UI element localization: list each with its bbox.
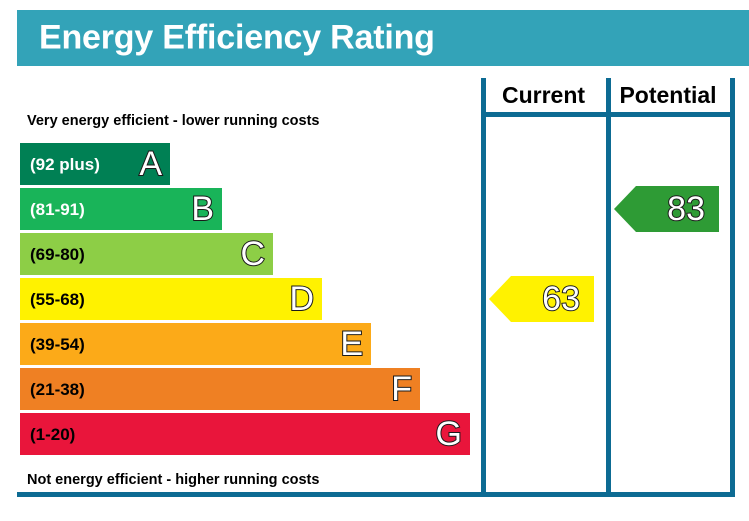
chart-title-bar: Energy Efficiency Rating bbox=[17, 10, 749, 66]
rating-band-e-range: (39-54) bbox=[30, 334, 85, 354]
rating-band-c-letter: C bbox=[239, 235, 266, 273]
table-rule-vertical-right-head bbox=[730, 78, 735, 112]
rating-band-b-letter: B bbox=[190, 190, 215, 228]
rating-band-b: (81-91) B bbox=[20, 188, 222, 230]
potential-rating-value: 83 bbox=[666, 190, 706, 228]
table-rule-vertical-left-head bbox=[481, 78, 486, 112]
caption-not-efficient: Not energy efficient - higher running co… bbox=[27, 472, 320, 488]
rating-band-b-range: (81-91) bbox=[30, 199, 85, 219]
rating-band-f-range: (21-38) bbox=[30, 379, 85, 399]
rating-band-c-range: (69-80) bbox=[30, 244, 85, 264]
rating-band-d-range: (55-68) bbox=[30, 289, 85, 309]
table-rule-vertical-mid-head bbox=[606, 78, 611, 112]
rating-band-c: (69-80) C bbox=[20, 233, 273, 275]
rating-band-a-letter: A bbox=[138, 145, 163, 183]
potential-rating-arrow: 83 bbox=[614, 186, 719, 232]
column-header-current: Current bbox=[501, 81, 586, 108]
rating-band-g: (1-20) G bbox=[20, 413, 470, 455]
rating-band-f-letter: F bbox=[390, 370, 413, 408]
current-rating-value: 63 bbox=[541, 280, 581, 318]
rating-band-e-letter: E bbox=[339, 325, 364, 363]
rating-band-d: (55-68) D bbox=[20, 278, 322, 320]
column-header-potential: Potential bbox=[619, 81, 717, 108]
rating-band-a: (92 plus) A bbox=[20, 143, 170, 185]
table-rule-horizontal-bottom-right bbox=[481, 492, 735, 497]
rating-band-e: (39-54) E bbox=[20, 323, 371, 365]
rating-band-g-letter: G bbox=[435, 415, 463, 453]
current-rating-arrow: 63 bbox=[489, 276, 594, 322]
rating-band-d-letter: D bbox=[288, 280, 315, 318]
caption-very-efficient: Very energy efficient - lower running co… bbox=[27, 113, 320, 129]
page-title: Energy Efficiency Rating bbox=[39, 18, 435, 57]
table-rule-vertical-right bbox=[730, 112, 735, 492]
rating-band-a-range: (92 plus) bbox=[30, 154, 100, 174]
table-rule-vertical-left bbox=[481, 112, 486, 492]
rating-band-f: (21-38) F bbox=[20, 368, 420, 410]
rating-band-g-range: (1-20) bbox=[30, 424, 76, 444]
table-rule-vertical-mid bbox=[606, 112, 611, 492]
table-rule-horizontal-bottom-left bbox=[17, 492, 481, 497]
